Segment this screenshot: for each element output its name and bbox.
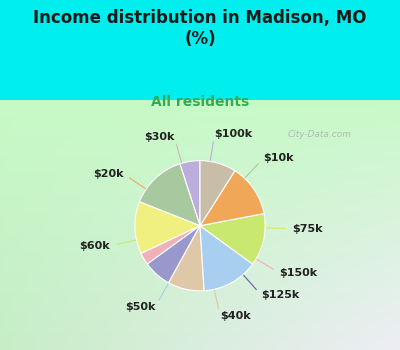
- Wedge shape: [200, 214, 265, 264]
- Text: $100k: $100k: [214, 130, 252, 139]
- Text: $40k: $40k: [220, 311, 251, 321]
- Wedge shape: [180, 161, 200, 226]
- Wedge shape: [169, 226, 204, 291]
- Text: $125k: $125k: [261, 290, 300, 300]
- Wedge shape: [200, 171, 264, 226]
- Text: $75k: $75k: [292, 224, 323, 234]
- Text: City-Data.com: City-Data.com: [288, 130, 352, 139]
- Text: $30k: $30k: [144, 132, 174, 142]
- Text: $60k: $60k: [79, 241, 110, 251]
- Text: $10k: $10k: [263, 153, 294, 163]
- Wedge shape: [140, 164, 200, 226]
- Text: $150k: $150k: [280, 268, 318, 278]
- Text: $50k: $50k: [125, 302, 156, 312]
- Wedge shape: [135, 202, 200, 253]
- Wedge shape: [147, 226, 200, 283]
- Wedge shape: [200, 161, 235, 226]
- Text: Income distribution in Madison, MO
(%): Income distribution in Madison, MO (%): [33, 9, 367, 48]
- Wedge shape: [141, 226, 200, 264]
- Wedge shape: [200, 226, 253, 291]
- Text: All residents: All residents: [151, 94, 249, 108]
- Text: $20k: $20k: [93, 169, 124, 179]
